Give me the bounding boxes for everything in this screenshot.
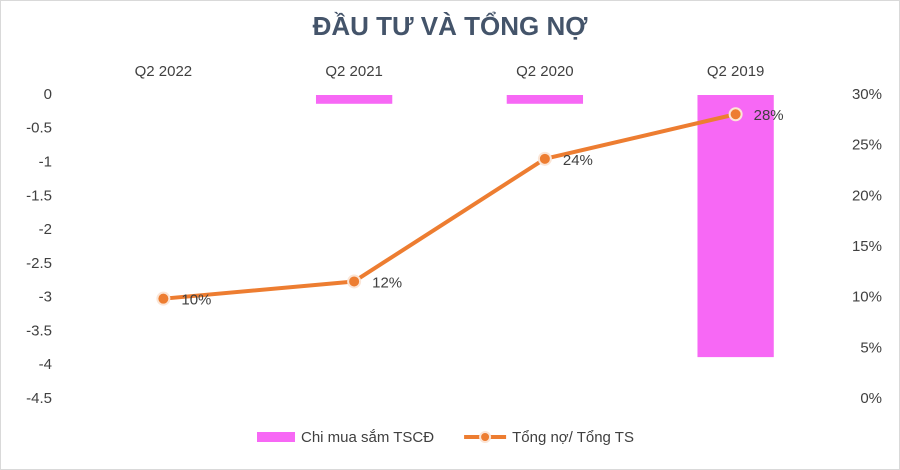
y-tick-label: -4: [39, 356, 52, 373]
x-tick-label: Q2 2020: [516, 63, 574, 80]
y2-tick-label: 20%: [852, 187, 882, 204]
y-tick-label: 0: [44, 86, 52, 103]
x-tick-label: Q2 2021: [325, 63, 383, 80]
y2-tick-label: 30%: [852, 86, 882, 103]
legend-label: Chi mua sắm TSCĐ: [301, 429, 434, 446]
data-label: 28%: [754, 107, 784, 124]
y-tick-label: -1: [39, 154, 52, 171]
legend-marker: [479, 431, 492, 443]
data-label: 24%: [563, 152, 593, 169]
y2-tick-label: 0%: [860, 390, 882, 407]
x-tick-label: Q2 2019: [707, 63, 765, 80]
y2-tick-label: 25%: [852, 137, 882, 154]
data-label: 10%: [181, 292, 211, 309]
y-tick-label: -2.5: [26, 255, 52, 272]
y2-tick-label: 15%: [852, 238, 882, 255]
legend-label: Tổng nợ/ Tổng TS: [512, 429, 634, 446]
line-marker: [347, 274, 362, 289]
bar: [315, 95, 393, 104]
y-tick-label: -2: [39, 221, 52, 238]
bar: [506, 95, 584, 104]
y-tick-label: -3.5: [26, 322, 52, 339]
y2-tick-label: 10%: [852, 289, 882, 306]
x-tick-label: Q2 2022: [135, 63, 193, 80]
line-marker: [156, 291, 171, 306]
legend-swatch: [257, 432, 295, 442]
line-marker: [537, 151, 552, 166]
data-label: 12%: [372, 274, 402, 291]
line-marker: [728, 107, 743, 122]
y2-tick-label: 5%: [860, 339, 882, 356]
y-tick-label: -4.5: [26, 390, 52, 407]
y-tick-label: -0.5: [26, 120, 52, 137]
chart-title: ĐẦU TƯ VÀ TỔNG NỢ: [313, 11, 589, 41]
bar: [697, 95, 774, 358]
line: [163, 112, 737, 301]
y-tick-label: -1.5: [26, 187, 52, 204]
y-tick-label: -3: [39, 289, 52, 306]
